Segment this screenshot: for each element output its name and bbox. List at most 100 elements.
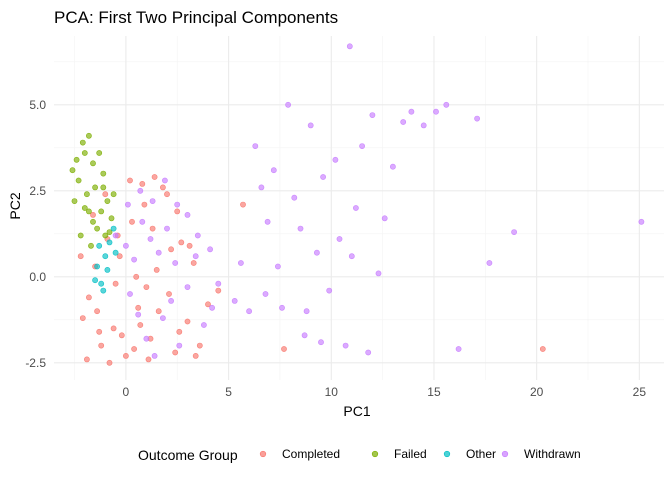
point-failed: [79, 139, 86, 146]
point-withdrawn: [143, 335, 150, 342]
point-completed: [164, 191, 170, 198]
point-withdrawn: [346, 43, 353, 50]
point-withdrawn: [348, 253, 355, 260]
point-withdrawn: [184, 211, 191, 218]
point-completed: [159, 184, 166, 191]
point-failed: [86, 208, 92, 215]
point-failed: [104, 198, 111, 204]
y-tick-label: -2.5: [25, 356, 46, 370]
point-completed: [96, 328, 103, 335]
point-completed: [84, 356, 90, 363]
point-withdrawn: [408, 108, 415, 115]
legend-title: Outcome Group: [138, 447, 238, 463]
point-withdrawn: [336, 236, 343, 242]
point-completed: [110, 325, 117, 332]
point-failed: [94, 225, 100, 232]
point-withdrawn: [176, 342, 183, 349]
point-completed: [205, 301, 211, 308]
point-other: [106, 239, 113, 246]
point-withdrawn: [139, 218, 146, 225]
point-completed: [112, 280, 119, 287]
point-completed: [116, 253, 123, 260]
point-completed: [166, 291, 172, 297]
point-withdrawn: [168, 297, 174, 304]
point-completed: [137, 322, 144, 328]
point-withdrawn: [274, 263, 281, 270]
point-withdrawn: [443, 101, 450, 108]
point-withdrawn: [307, 122, 314, 129]
point-withdrawn: [369, 112, 376, 118]
point-withdrawn: [381, 215, 388, 222]
point-other: [102, 253, 109, 260]
legend-label-other: Other: [466, 447, 496, 461]
point-withdrawn: [264, 218, 271, 225]
point-withdrawn: [297, 225, 304, 232]
point-withdrawn: [352, 205, 359, 211]
point-other: [92, 277, 98, 284]
point-completed: [192, 352, 199, 359]
point-withdrawn: [389, 163, 396, 170]
point-withdrawn: [638, 218, 645, 225]
point-completed: [98, 342, 105, 349]
x-tick-label: 0: [123, 385, 130, 399]
point-withdrawn: [155, 249, 162, 256]
point-completed: [141, 201, 148, 208]
point-completed: [123, 352, 129, 359]
chart-title: PCA: First Two Principal Components: [54, 8, 338, 27]
point-withdrawn: [279, 304, 285, 311]
point-withdrawn: [151, 352, 158, 359]
y-tick-label: 0.0: [29, 270, 46, 284]
point-withdrawn: [135, 311, 142, 318]
point-withdrawn: [125, 201, 131, 208]
point-completed: [129, 218, 135, 225]
point-completed: [176, 328, 183, 335]
x-tick-label: 20: [530, 385, 544, 399]
point-withdrawn: [184, 284, 191, 290]
y-tick-label: 2.5: [29, 184, 46, 198]
legend-key-completed: [259, 450, 267, 458]
point-withdrawn: [359, 143, 365, 149]
point-completed: [145, 356, 152, 363]
point-completed: [79, 315, 86, 321]
legend-key-other: [443, 450, 451, 458]
point-withdrawn: [270, 167, 277, 174]
legend-label-failed: Failed: [394, 447, 427, 461]
x-tick-label: 5: [225, 385, 232, 399]
x-tick-label: 25: [633, 385, 647, 399]
point-failed: [81, 205, 88, 211]
point-failed: [100, 184, 107, 191]
point-failed: [75, 177, 82, 184]
point-completed: [215, 287, 222, 294]
point-failed: [77, 232, 84, 239]
point-completed: [143, 284, 150, 290]
point-completed: [281, 346, 287, 352]
point-completed: [240, 201, 246, 208]
point-withdrawn: [486, 260, 493, 266]
point-withdrawn: [420, 122, 427, 129]
point-withdrawn: [301, 332, 308, 339]
point-withdrawn: [285, 101, 291, 108]
point-completed: [135, 304, 142, 311]
point-withdrawn: [137, 187, 144, 194]
point-other: [110, 225, 117, 232]
point-completed: [118, 332, 125, 339]
point-completed: [86, 294, 92, 301]
point-withdrawn: [262, 291, 269, 297]
point-completed: [184, 318, 191, 325]
point-withdrawn: [131, 256, 137, 263]
point-withdrawn: [375, 270, 382, 277]
point-withdrawn: [123, 242, 129, 249]
point-failed: [90, 160, 96, 167]
legend-label-withdrawn: Withdrawn: [524, 447, 581, 461]
point-completed: [151, 174, 158, 180]
point-completed: [90, 211, 96, 218]
point-withdrawn: [326, 287, 333, 294]
point-withdrawn: [161, 177, 168, 184]
point-failed: [108, 215, 115, 222]
point-withdrawn: [258, 184, 265, 191]
point-failed: [98, 208, 105, 215]
point-failed: [102, 232, 109, 239]
point-withdrawn: [303, 308, 310, 315]
point-other: [98, 280, 105, 287]
